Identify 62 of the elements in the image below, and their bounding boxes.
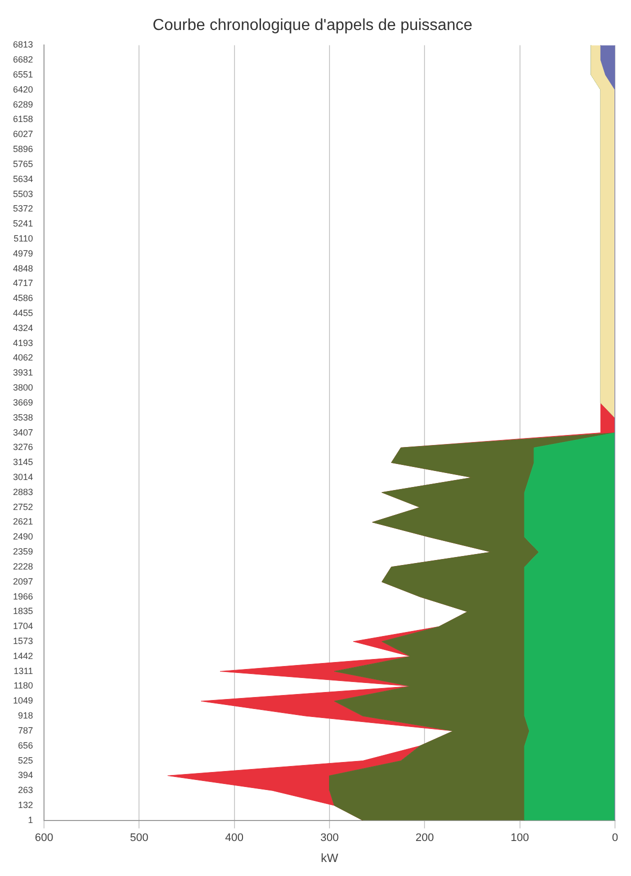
x-axis-title: kW: [320, 851, 339, 866]
y-tick-label: 1442: [12, 650, 34, 661]
y-tick-label: 3538: [12, 412, 34, 422]
y-tick-label: 5634: [12, 174, 34, 184]
y-tick-label: 1311: [14, 666, 34, 676]
y-tick-label: 918: [18, 710, 34, 721]
y-tick-label: 4324: [12, 322, 34, 333]
y-tick-label: 3276: [12, 442, 34, 452]
y-tick-label: 5372: [12, 204, 34, 214]
x-tick-label: 200: [415, 832, 434, 844]
y-tick-label: 1573: [12, 636, 34, 646]
y-tick-label: 1: [28, 814, 34, 825]
y-tick-label: 4979: [12, 248, 34, 258]
y-tick-label: 6027: [12, 129, 34, 140]
y-tick-label: 5765: [12, 158, 34, 169]
y-tick-label: 1966: [12, 591, 34, 602]
y-tick-label: 5503: [12, 188, 34, 199]
y-tick-label: 3669: [12, 397, 34, 408]
y-tick-label: 2228: [12, 561, 34, 572]
x-tick-label: 0: [612, 832, 618, 844]
y-tick-label: 5896: [12, 144, 34, 154]
y-tick-label: 1180: [14, 680, 34, 691]
y-tick-label: 787: [18, 725, 34, 736]
y-tick-label: 656: [18, 740, 34, 750]
y-tick-label: 3800: [12, 382, 34, 393]
y-tick-label: 6682: [12, 54, 34, 65]
y-tick-label: 4193: [12, 338, 34, 348]
y-tick-label: 3145: [12, 457, 34, 468]
y-tick-label: 6158: [12, 114, 34, 124]
y-tick-label: 2883: [12, 486, 34, 497]
x-tick-label: 300: [320, 832, 339, 844]
y-tick-label: 4848: [12, 263, 34, 274]
y-tick-label: 2490: [12, 532, 34, 542]
chart-title: Courbe chronologique d'appels de puissance: [152, 17, 472, 34]
y-tick-label: 5110: [14, 233, 34, 244]
x-tick-label: 600: [34, 832, 54, 844]
y-tick-label: 525: [18, 755, 34, 766]
y-tick-label: 4455: [12, 308, 34, 318]
x-tick-label: 400: [225, 832, 244, 844]
y-tick-label: 1704: [12, 621, 34, 632]
y-tick-label: 4062: [12, 352, 34, 363]
y-tick-label: 2752: [12, 502, 34, 512]
y-tick-label: 4586: [12, 293, 34, 304]
x-tick-label: 500: [130, 832, 148, 844]
y-tick-label: 263: [18, 785, 34, 796]
y-tick-label: 1049: [12, 696, 34, 706]
x-tick-label: 100: [510, 832, 530, 844]
y-tick-label: 5241: [12, 218, 34, 229]
y-tick-label: 1835: [12, 606, 34, 616]
y-tick-label: 6813: [12, 40, 34, 50]
y-tick-label: 6420: [12, 84, 34, 94]
y-tick-label: 6289: [12, 99, 34, 110]
y-tick-label: 132: [18, 800, 34, 810]
y-tick-label: 394: [18, 770, 34, 780]
y-tick-label: 2621: [12, 516, 34, 527]
y-tick-label: 3931: [12, 368, 34, 378]
y-tick-label: 3014: [12, 472, 34, 482]
y-tick-label: 2097: [12, 576, 34, 586]
y-tick-label: 3407: [12, 427, 34, 438]
y-tick-label: 2359: [12, 546, 34, 557]
y-tick-label: 4717: [12, 278, 34, 288]
y-tick-label: 6551: [12, 70, 34, 80]
